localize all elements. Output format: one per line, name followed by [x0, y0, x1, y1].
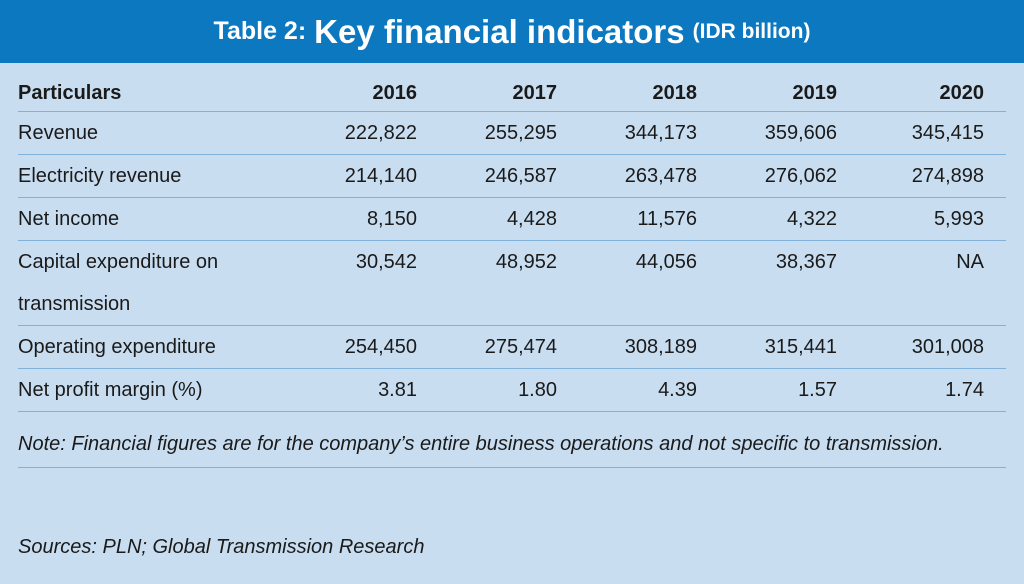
- table-cell: 301,008: [863, 325, 1006, 369]
- table-sources: Sources: PLN; Global Transmission Resear…: [18, 536, 425, 558]
- table-cell: 11,576: [583, 197, 723, 241]
- header-2017: 2017: [443, 75, 583, 112]
- table-cell: 246,587: [443, 154, 583, 198]
- row-label: Electricity revenue: [18, 154, 303, 198]
- table-cell: 1.74: [863, 368, 1006, 412]
- table-cell: 8,150: [303, 197, 443, 241]
- row-label: Capital expenditure on transmission: [18, 240, 303, 326]
- table-cell: NA: [863, 240, 1006, 326]
- header-2020: 2020: [863, 75, 1006, 112]
- table-row: Operating expenditure 254,450 275,474 30…: [18, 325, 1006, 369]
- table-cell: 214,140: [303, 154, 443, 198]
- table-cell: 4,322: [723, 197, 863, 241]
- row-label: Net profit margin (%): [18, 368, 303, 412]
- table-cell: 255,295: [443, 111, 583, 155]
- table-cell: 1.80: [443, 368, 583, 412]
- table-cell: 359,606: [723, 111, 863, 155]
- table-row: Net income 8,150 4,428 11,576 4,322 5,99…: [18, 197, 1006, 241]
- title-main: Key financial indicators: [314, 12, 685, 50]
- title-unit: (IDR billion): [692, 19, 811, 43]
- financial-indicators-table: Particulars 2016 2017 2018 2019 2020 Rev…: [18, 75, 1006, 412]
- table-cell: 275,474: [443, 325, 583, 369]
- row-label: Net income: [18, 197, 303, 241]
- header-particulars: Particulars: [18, 75, 303, 112]
- row-label: Operating expenditure: [18, 325, 303, 369]
- table-cell: 345,415: [863, 111, 1006, 155]
- row-label: Revenue: [18, 111, 303, 155]
- table-row: Revenue 222,822 255,295 344,173 359,606 …: [18, 111, 1006, 155]
- table-cell: 222,822: [303, 111, 443, 155]
- table-cell: 254,450: [303, 325, 443, 369]
- table-cell: 344,173: [583, 111, 723, 155]
- header-2016: 2016: [303, 75, 443, 112]
- table-cell: 1.57: [723, 368, 863, 412]
- table-title-bar: Table 2: Key financial indicators (IDR b…: [0, 0, 1024, 63]
- header-2018: 2018: [583, 75, 723, 112]
- table-cell: 308,189: [583, 325, 723, 369]
- header-2019: 2019: [723, 75, 863, 112]
- table-cell: 4.39: [583, 368, 723, 412]
- table-cell: 30,542: [303, 240, 443, 326]
- table-header-row: Particulars 2016 2017 2018 2019 2020: [18, 75, 1006, 112]
- table-cell: 4,428: [443, 197, 583, 241]
- table-cell: 48,952: [443, 240, 583, 326]
- table-cell: 3.81: [303, 368, 443, 412]
- table-cell: 44,056: [583, 240, 723, 326]
- table-note: Note: Financial figures are for the comp…: [18, 423, 1006, 468]
- title-prefix: Table 2:: [213, 17, 307, 45]
- table-cell: 274,898: [863, 154, 1006, 198]
- table-cell: 5,993: [863, 197, 1006, 241]
- table-cell: 38,367: [723, 240, 863, 326]
- table-cell: 276,062: [723, 154, 863, 198]
- table-cell: 263,478: [583, 154, 723, 198]
- table-row: Capital expenditure on transmission 30,5…: [18, 240, 1006, 326]
- table-row: Net profit margin (%) 3.81 1.80 4.39 1.5…: [18, 368, 1006, 412]
- table-cell: 315,441: [723, 325, 863, 369]
- table-row: Electricity revenue 214,140 246,587 263,…: [18, 154, 1006, 198]
